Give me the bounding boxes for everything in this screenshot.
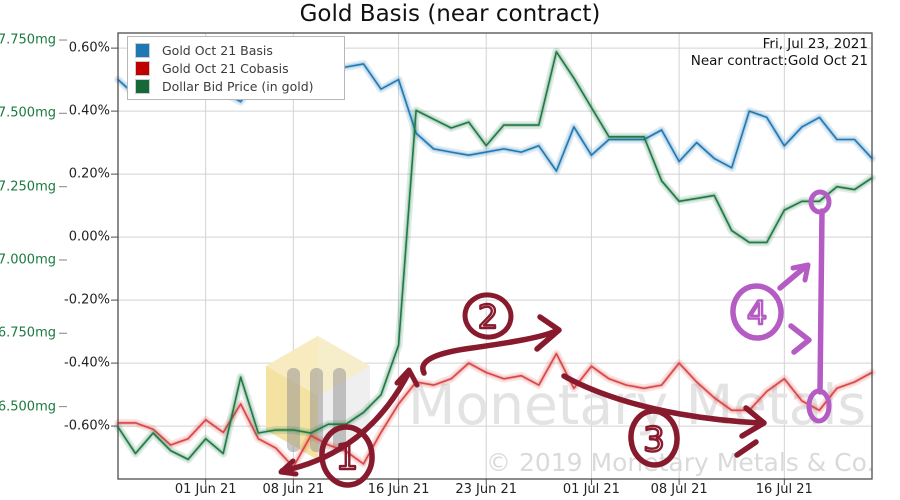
percent-axis-label: 0.60% <box>68 40 110 56</box>
mg-axis-label: 16.500mg <box>0 399 56 415</box>
annotation-circle-cobasis-point <box>806 388 832 424</box>
logo-bar <box>287 368 300 452</box>
legend-item: Dollar Bid Price (in gold) <box>134 77 336 95</box>
percent-axis-label: 0.20% <box>68 166 110 182</box>
annotation-circle-1 <box>319 424 375 488</box>
date-axis-label: 01 Jun 21 <box>174 482 237 497</box>
annotation-circle-4 <box>730 283 784 341</box>
legend: Gold Oct 21 Basis Gold Oct 21 Cobasis Doll… <box>127 36 345 100</box>
legend-label: Gold Oct 21 Basis <box>162 42 273 58</box>
watermark-copyright: © 2019 Monetary Metals & Co. <box>486 448 874 477</box>
date-axis-label: 16 Jul 21 <box>755 482 813 497</box>
percent-axis-label: 0.00% <box>68 229 110 245</box>
annotation-number-2: 2 <box>478 298 498 336</box>
mg-axis-label: 17.500mg <box>0 105 56 121</box>
annotation-circle-2 <box>462 292 514 340</box>
legend-label: Dollar Bid Price (in gold) <box>162 78 314 94</box>
percent-axis-label: -0.40% <box>64 355 110 371</box>
mg-axis-label: 17.250mg <box>0 179 56 195</box>
percent-axis-label: -0.60% <box>64 418 110 434</box>
percent-axis-label: 0.40% <box>68 103 110 119</box>
header-contract: Near contract:Gold Oct 21 <box>690 53 868 69</box>
legend-swatch-icon <box>135 60 150 76</box>
header-date: Fri, Jul 23, 2021 <box>762 36 868 52</box>
watermark: Monetary Metals© 2019 Monetary Metals & … <box>266 336 874 477</box>
chart-header: Fri, Jul 23, 2021 Near contract:Gold Oct… <box>691 36 868 70</box>
percent-axis-label: -0.20% <box>64 292 110 308</box>
date-axis-label: 08 Jul 21 <box>650 482 708 497</box>
legend-item: Gold Oct 21 Cobasis <box>134 59 336 77</box>
legend-label: Gold Oct 21 Cobasis <box>162 60 289 76</box>
mg-axis-label: 16.750mg <box>0 325 56 341</box>
mg-axis-label: 17.750mg <box>0 32 56 48</box>
date-axis-label: 23 Jun 21 <box>455 482 518 497</box>
legend-swatch-icon <box>135 78 150 94</box>
date-axis-label: 08 Jun 21 <box>262 482 325 497</box>
mg-axis-label: 17.000mg <box>0 252 56 268</box>
date-axis-label: 16 Jun 21 <box>367 482 430 497</box>
annotation-number-3: 3 <box>643 420 665 460</box>
annotation-number-1: 1 <box>336 437 359 478</box>
chart-title: Gold Basis (near contract) <box>299 1 601 27</box>
annotation-circle-3 <box>628 408 680 468</box>
annotation-number-4: 4 <box>747 294 767 332</box>
plot-border <box>117 32 873 480</box>
series-price <box>114 47 876 464</box>
legend-swatch-icon <box>135 42 150 58</box>
date-axis-label: 01 Jul 21 <box>562 482 620 497</box>
legend-item: Gold Oct 21 Basis <box>134 41 336 59</box>
hand-annotations: 1 2 3 4 <box>278 189 832 488</box>
annotation-circle-price-point <box>808 189 832 215</box>
